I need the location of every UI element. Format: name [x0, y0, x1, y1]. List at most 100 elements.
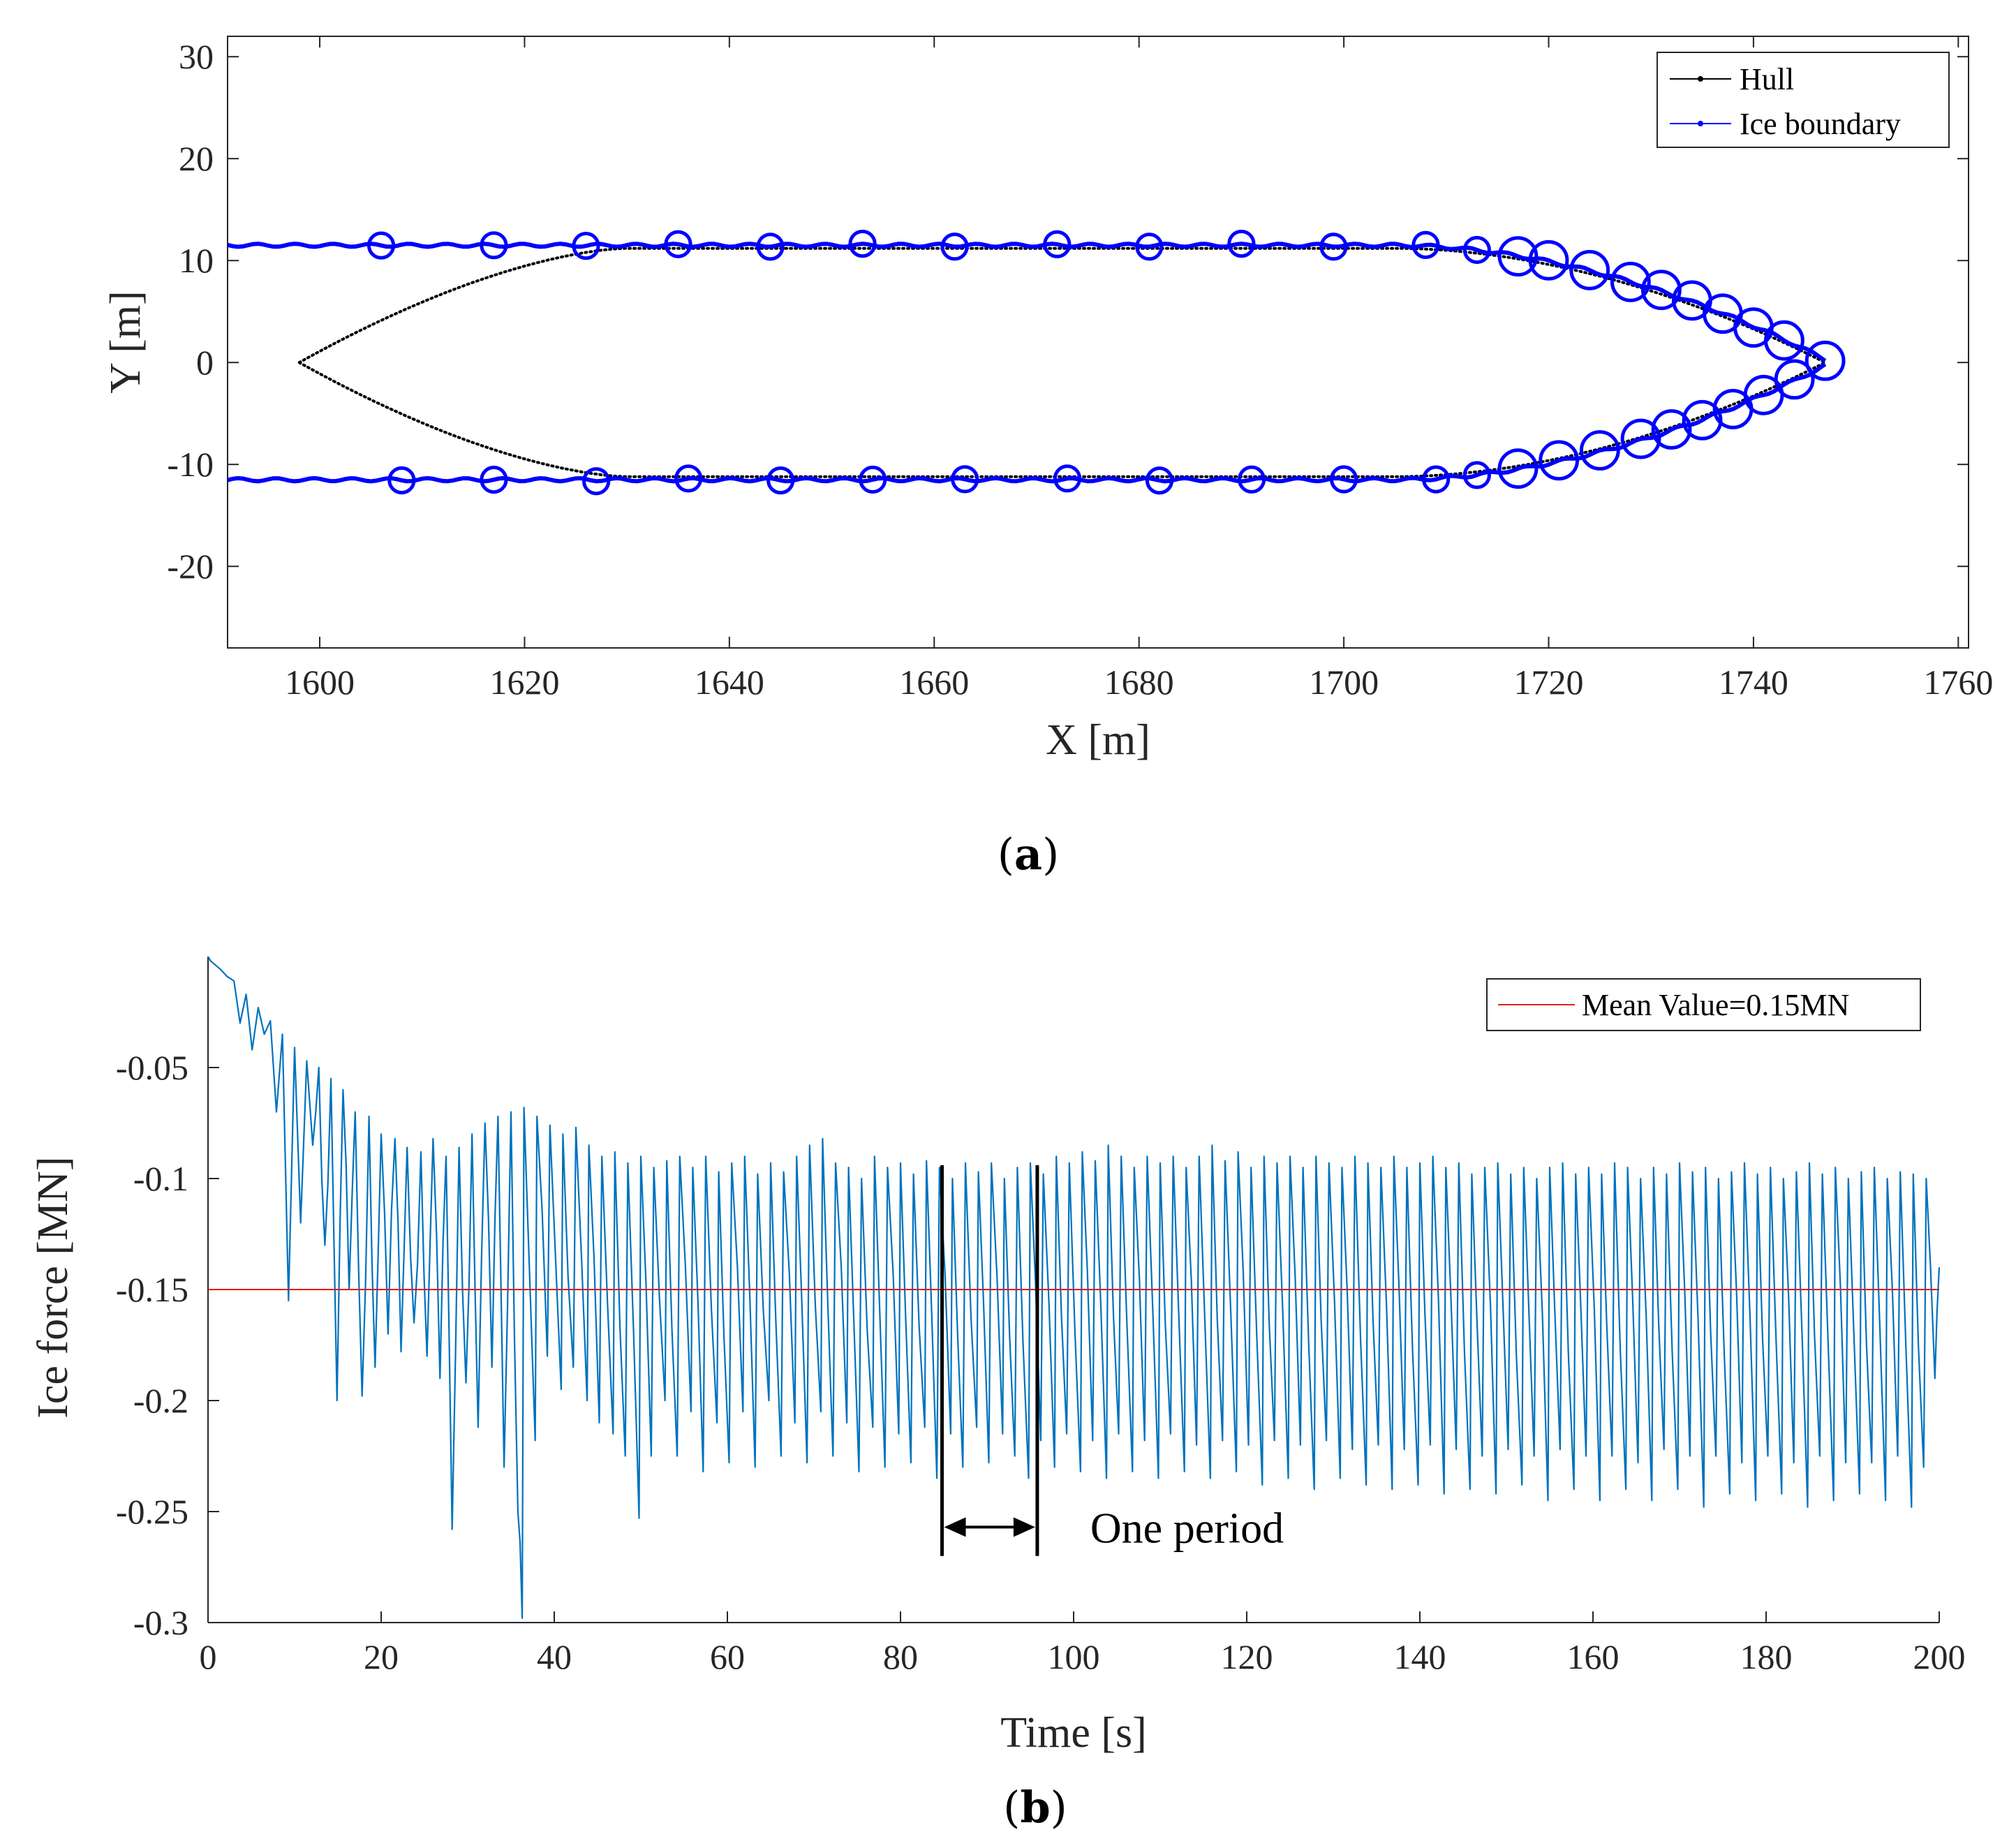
ice-floe-lower	[1579, 430, 1620, 471]
ice-floe-lower	[1774, 359, 1815, 400]
legend-a[interactable]: Hull Ice boundary	[1656, 52, 1950, 148]
x-tick-label: 160	[1567, 1637, 1620, 1676]
ice-floe-upper	[940, 232, 969, 261]
legend-b[interactable]: Mean Value=0.15MN	[1486, 978, 1921, 1031]
x-axis-label-b: Time [s]	[1000, 1709, 1147, 1757]
ice-floe-lower	[1497, 448, 1539, 489]
y-tick-label: 30	[179, 37, 214, 76]
legend-mean-label: Mean Value=0.15MN	[1582, 988, 1849, 1022]
one-period-label: One period	[1090, 1505, 1284, 1552]
ice-boundary-lower-line	[227, 362, 1827, 484]
x-tick-label: 80	[883, 1637, 918, 1676]
panel-b: -0.3 -0.25 -0.2 -0.15 -0.1 -0.05 0 20 40 60 80 100…	[29, 956, 1966, 1833]
caption-b-letter: b	[1020, 1782, 1050, 1833]
ice-floe-upper	[366, 231, 396, 260]
y-tick-label: 20	[179, 139, 214, 178]
legend-hull-marker	[1698, 76, 1703, 82]
x-tick-label: 180	[1740, 1637, 1793, 1676]
ice-floe-lower	[1682, 399, 1723, 441]
ice-floe-lower	[387, 466, 416, 495]
caption-b-close: )	[1051, 1782, 1067, 1833]
x-tick-label: 40	[537, 1637, 572, 1676]
y-tick-label: -0.15	[116, 1270, 188, 1309]
x-tick-label: 0	[200, 1637, 217, 1676]
ice-floe-upper	[480, 231, 508, 260]
ice-floe-lower	[1329, 465, 1358, 494]
x-tick-label: 140	[1394, 1637, 1446, 1676]
ice-floe-upper	[1497, 236, 1539, 277]
ice-floe-upper	[1411, 230, 1440, 259]
panel-a: -20 -10 0 10 20 30 1600 1620 1640 1660 1680 1700 17…	[102, 36, 1993, 880]
y-axis-label-b: Ice force [MN]	[29, 1156, 77, 1418]
caption-b-open: (	[1003, 1782, 1020, 1833]
ice-floe-upper	[756, 232, 785, 261]
ice-floe-lower	[951, 465, 979, 494]
x-tick-label: 1720	[1514, 663, 1584, 702]
y-tick-label: -20	[167, 547, 214, 586]
one-period-annotation: One period	[940, 1165, 1284, 1556]
period-arrowhead-left	[944, 1517, 966, 1537]
ice-floes	[366, 230, 1846, 496]
ice-floe-lower	[1462, 461, 1491, 489]
ice-floe-lower	[859, 465, 887, 494]
ice-floe-upper	[572, 232, 600, 260]
x-tick-label: 1700	[1309, 663, 1379, 702]
y-tick-label: 10	[179, 241, 214, 280]
ice-floe-upper	[1528, 239, 1569, 281]
y-tick-label: -0.3	[133, 1603, 188, 1642]
ice-floe-lower	[766, 466, 795, 495]
ice-floe-upper	[1610, 261, 1651, 302]
ice-floe-lower	[480, 465, 508, 494]
ice-floe-upper	[848, 230, 877, 258]
x-tick-label: 200	[1913, 1637, 1966, 1676]
x-tick-label: 60	[710, 1637, 745, 1676]
ice-floe-upper	[1043, 230, 1072, 258]
ice-force-series-line	[207, 956, 1941, 1619]
ice-floe-lower	[1053, 464, 1082, 493]
caption-a-close: )	[1042, 829, 1059, 880]
y-axis-label-a: Y [m]	[102, 290, 149, 394]
y-tick-label: -0.2	[133, 1381, 188, 1420]
x-tick-label: 100	[1048, 1637, 1100, 1676]
ice-floe-lower	[582, 467, 611, 496]
ice-floe-upper	[1764, 320, 1804, 361]
ice-floe-lower	[1539, 440, 1580, 481]
caption-a-letter: a	[1014, 829, 1042, 880]
x-tick-label: 1680	[1104, 663, 1174, 702]
ice-floe-upper	[1640, 269, 1682, 311]
x-tick-label: 1620	[489, 663, 559, 702]
y-ticks-a: -20 -10 0 10 20 30	[167, 37, 1969, 586]
x-tick-label: 1660	[899, 663, 969, 702]
x-tick-label: 20	[364, 1637, 399, 1676]
x-ticks-b: 0 20 40 60 80 100 120 140 160 180 200	[200, 1611, 1966, 1676]
legend-hull-label: Hull	[1740, 62, 1794, 96]
y-tick-label: -10	[167, 445, 214, 484]
ice-floe-lower	[1620, 418, 1661, 459]
y-tick-label: -0.05	[116, 1048, 188, 1087]
ice-floe-upper	[1319, 232, 1348, 261]
ice-floe-lower	[1651, 409, 1692, 450]
y-tick-label: 0	[196, 343, 214, 382]
ice-floe-upper	[1135, 232, 1164, 261]
x-ticks-a: 1600 1620 1640 1660 1680 1700 1720 1740 1760	[285, 36, 1993, 702]
ice-floe-lower	[1145, 466, 1174, 495]
legend-a-box	[1656, 52, 1950, 148]
ice-floe-upper	[1804, 340, 1846, 381]
x-axis-label-a: X [m]	[1046, 716, 1150, 764]
ice-floe-upper	[1462, 235, 1491, 265]
ice-floe-lower	[1237, 465, 1266, 494]
y-tick-label: -0.25	[116, 1492, 188, 1531]
period-arrowhead-right	[1013, 1517, 1035, 1537]
legend-ice-boundary-marker	[1698, 121, 1703, 126]
ice-floe-upper	[1227, 230, 1256, 258]
caption-a-open: (	[998, 829, 1014, 880]
ice-floe-upper	[664, 230, 692, 258]
ice-floe-lower	[1422, 465, 1451, 494]
x-tick-label: 1740	[1719, 663, 1788, 702]
ice-floe-lower	[674, 464, 703, 493]
y-tick-label: -0.1	[133, 1159, 188, 1198]
ice-floe-upper	[1569, 249, 1610, 290]
x-tick-label: 1640	[695, 663, 764, 702]
x-tick-label: 1600	[285, 663, 355, 702]
